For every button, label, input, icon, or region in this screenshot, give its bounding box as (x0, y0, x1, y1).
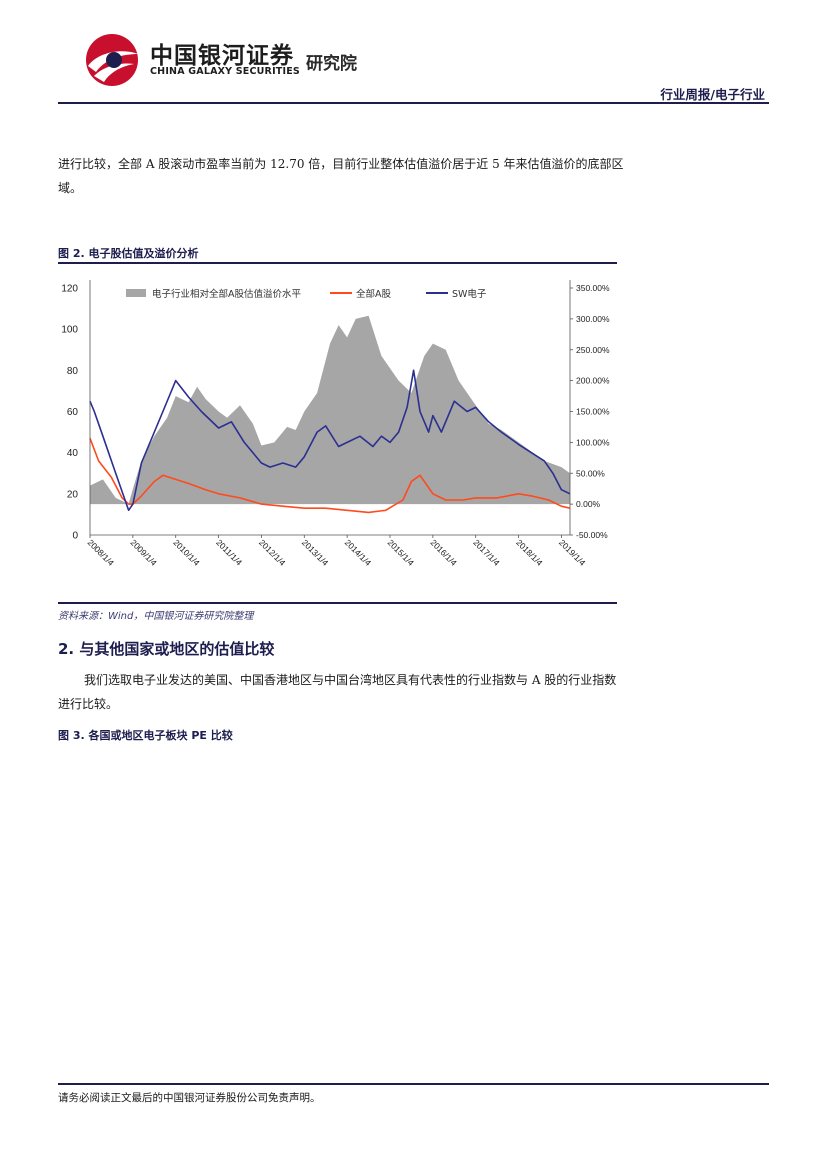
section-2-title: 2. 与其他国家或地区的估值比较 (58, 640, 275, 658)
y-right-tick-label: 350.00% (576, 283, 610, 293)
y-left-tick-label: 120 (61, 284, 78, 295)
x-tick-label: 2010/1/4 (171, 537, 202, 568)
legend-label: 电子行业相对全部A股估值溢价水平 (152, 288, 301, 300)
y-right-tick-label: -50.00% (576, 530, 608, 540)
brand-name-en: CHINA GALAXY SECURITIES (150, 66, 300, 77)
brand-subtitle: 研究院 (306, 54, 357, 74)
brand-name-cn: 中国银河证券 (150, 43, 294, 69)
x-tick-label: 2014/1/4 (343, 537, 374, 568)
y-left-tick-label: 60 (67, 407, 79, 418)
figure-2-title: 图 2. 电子股估值及溢价分析 (58, 247, 199, 260)
y-left-tick-label: 80 (67, 366, 79, 377)
x-tick-label: 2018/1/4 (514, 537, 545, 568)
figure-source: 资料来源：Wind，中国银河证券研究院整理 (58, 611, 254, 622)
footer-divider (58, 1083, 769, 1085)
y-right-tick-label: 300.00% (576, 314, 610, 324)
legend-label: SW电子 (452, 288, 487, 300)
x-tick-label: 2008/1/4 (86, 537, 117, 568)
y-right-tick-label: 0.00% (576, 499, 601, 509)
x-tick-label: 2013/1/4 (300, 537, 331, 568)
series-area-premium (90, 315, 570, 505)
x-tick-label: 2012/1/4 (257, 537, 288, 568)
y-left-tick-label: 0 (72, 531, 78, 542)
y-left-tick-label: 100 (61, 325, 78, 336)
y-right-tick-label: 100.00% (576, 437, 610, 447)
series-line-1 (89, 438, 571, 514)
y-right-tick-label: 200.00% (576, 376, 610, 386)
disclaimer-text: 请务必阅读正文最后的中国银河证券股份公司免责声明。 (58, 1092, 321, 1104)
x-tick-label: 2009/1/4 (128, 537, 159, 568)
report-type: 行业周报/电子行业 (660, 87, 765, 102)
valuation-premium-chart: 0 20 40 60 80 100 120 -50.00% 0.00% 50.00% 100.00%… (61, 280, 610, 568)
paragraph-valuation: 进行比较，全部 A 股滚动市盈率当前为 12.70 倍，目前行业整体估值溢价居于… (58, 157, 624, 195)
header-divider (58, 102, 769, 104)
legend-label: 全部A股 (356, 288, 391, 300)
paragraph-comparison: 我们选取电子业发达的美国、中国香港地区与中国台湾地区具有代表性的行业指数与 A … (58, 673, 617, 711)
x-tick-label: 2011/1/4 (214, 537, 244, 567)
x-tick-label: 2015/1/4 (386, 537, 417, 568)
y-right-tick-label: 150.00% (576, 407, 610, 417)
x-tick-label: 2017/1/4 (471, 537, 502, 568)
y-right-tick-label: 250.00% (576, 345, 610, 355)
y-left-tick-label: 20 (67, 489, 79, 500)
y-left-tick-label: 40 (67, 448, 79, 459)
figure-2-bottom-rule (58, 602, 617, 604)
figure-3-title: 图 3. 各国或地区电子板块 PE 比较 (58, 729, 233, 742)
series-line-2 (89, 369, 571, 512)
header-logo: 中国银河证券 CHINA GALAXY SECURITIES 研究院 (84, 32, 384, 88)
y-right-tick-label: 50.00% (576, 468, 605, 478)
x-tick-label: 2019/1/4 (557, 537, 588, 568)
x-tick-label: 2016/1/4 (428, 537, 459, 568)
legend-swatch-area (126, 289, 146, 297)
figure-2-top-rule (58, 262, 617, 264)
galaxy-logo-icon (86, 34, 138, 86)
